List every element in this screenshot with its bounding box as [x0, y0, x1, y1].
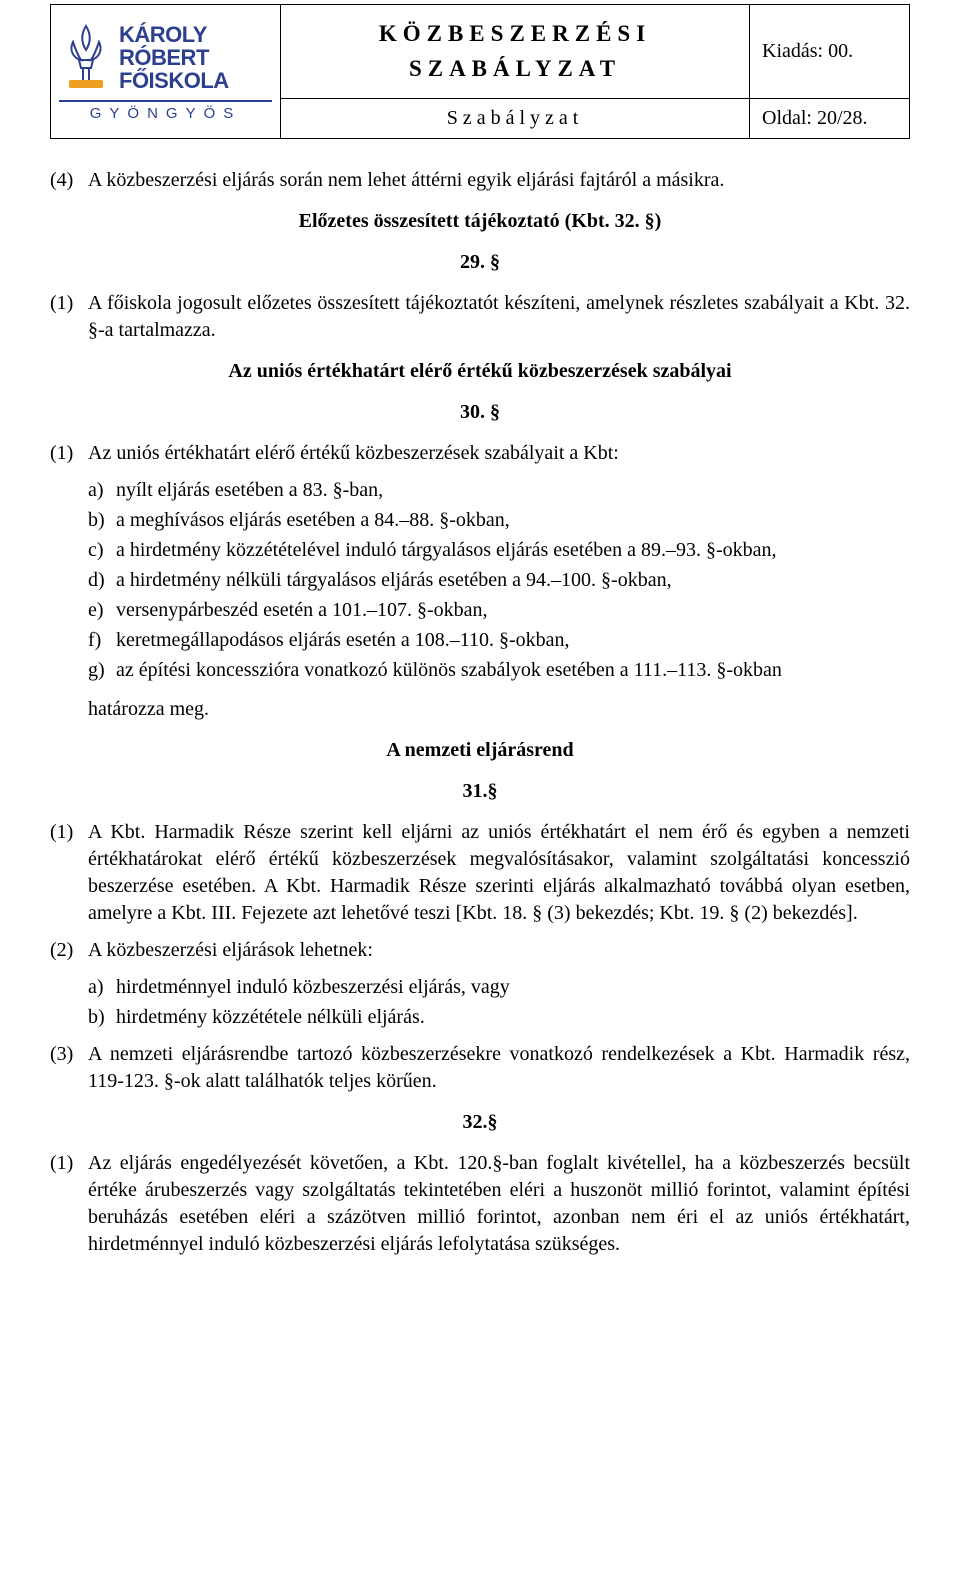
s30-item-e: e) versenypárbeszéd esetén a 101.–107. §… — [88, 597, 910, 624]
fleur-de-lis-icon — [59, 22, 113, 94]
section-30: 30. § — [50, 399, 910, 426]
s30-p1-num: (1) — [50, 440, 88, 467]
s30-a-text: nyílt eljárás esetében a 83. §-ban, — [116, 477, 910, 504]
s31-p1-text: A Kbt. Harmadik Része szerint kell eljár… — [88, 819, 910, 927]
para-4-text: A közbeszerzési eljárás során nem lehet … — [88, 167, 910, 194]
s31-a-lbl: a) — [88, 974, 116, 1001]
s31-p1-num: (1) — [50, 819, 88, 846]
s30-e-text: versenypárbeszéd esetén a 101.–107. §-ok… — [116, 597, 910, 624]
s30-b-lbl: b) — [88, 507, 116, 534]
s31-para-2: (2) A közbeszerzési eljárások lehetnek: — [50, 937, 910, 964]
heading-nemzeti: A nemzeti eljárásrend — [50, 737, 910, 764]
s31-item-a: a) hirdetménnyel induló közbeszerzési el… — [88, 974, 910, 1001]
page-cell: Oldal: 20/28. — [750, 99, 910, 139]
s29-p1-text: A főiskola jogosult előzetes összesített… — [88, 290, 910, 344]
s32-para-1: (1) Az eljárás engedélyezését követően, … — [50, 1150, 910, 1258]
doc-title-cell: KÖZBESZERZÉSI SZABÁLYZAT — [281, 5, 750, 99]
document-header: KÁROLY RÓBERT FŐISKOLA GYÖNGYÖS KÖZBESZE… — [50, 4, 910, 139]
s30-g-text: az építési koncesszióra vonatkozó különö… — [116, 657, 910, 684]
s32-p1-num: (1) — [50, 1150, 88, 1177]
logo-cell: KÁROLY RÓBERT FŐISKOLA GYÖNGYÖS — [51, 5, 281, 139]
s30-e-lbl: e) — [88, 597, 116, 624]
s31-b-lbl: b) — [88, 1004, 116, 1031]
heading-elozetes: Előzetes összesített tájékoztató (Kbt. 3… — [50, 208, 910, 235]
logo-text: KÁROLY RÓBERT FŐISKOLA — [119, 23, 229, 92]
s30-c-text: a hirdetmény közzétételével induló tárgy… — [116, 537, 910, 564]
s30-item-a: a) nyílt eljárás esetében a 83. §-ban, — [88, 477, 910, 504]
s29-p1-num: (1) — [50, 290, 88, 317]
doc-title-2: SZABÁLYZAT — [409, 56, 621, 81]
section-29: 29. § — [50, 249, 910, 276]
logo-line-1: KÁROLY — [119, 23, 207, 46]
s31-p2-num: (2) — [50, 937, 88, 964]
s31-a-text: hirdetménnyel induló közbeszerzési eljár… — [116, 974, 910, 1001]
s31-p3-text: A nemzeti eljárásrendbe tartozó közbesze… — [88, 1041, 910, 1095]
s30-g-lbl: g) — [88, 657, 116, 684]
logo-subtitle: GYÖNGYÖS — [59, 100, 272, 122]
document-body: (4) A közbeszerzési eljárás során nem le… — [50, 167, 910, 1258]
s31-b-text: hirdetmény közzététele nélküli eljárás. — [116, 1004, 910, 1031]
s31-para-1: (1) A Kbt. Harmadik Része szerint kell e… — [50, 819, 910, 927]
s30-item-d: d) a hirdetmény nélküli tárgyalásos eljá… — [88, 567, 910, 594]
s30-c-lbl: c) — [88, 537, 116, 564]
section-32: 32.§ — [50, 1109, 910, 1136]
s31-item-b: b) hirdetmény közzététele nélküli eljárá… — [88, 1004, 910, 1031]
s30-p1-text: Az uniós értékhatárt elérő értékű közbes… — [88, 440, 910, 467]
s30-item-b: b) a meghívásos eljárás esetében a 84.–8… — [88, 507, 910, 534]
para-4: (4) A közbeszerzési eljárás során nem le… — [50, 167, 910, 194]
s30-f-lbl: f) — [88, 627, 116, 654]
s30-f-text: keretmegállapodásos eljárás esetén a 108… — [116, 627, 910, 654]
para-4-num: (4) — [50, 167, 88, 194]
section-31: 31.§ — [50, 778, 910, 805]
s32-p1-text: Az eljárás engedélyezését követően, a Kb… — [88, 1150, 910, 1258]
logo-line-2: RÓBERT — [119, 46, 209, 69]
s31-p2-text: A közbeszerzési eljárások lehetnek: — [88, 937, 910, 964]
doc-subtitle-cell: Szabályzat — [281, 99, 750, 139]
s30-item-g: g) az építési koncesszióra vonatkozó kül… — [88, 657, 910, 684]
s30-item-f: f) keretmegállapodásos eljárás esetén a … — [88, 627, 910, 654]
s30-tail: határozza meg. — [88, 696, 910, 723]
s31-para-3: (3) A nemzeti eljárásrendbe tartozó közb… — [50, 1041, 910, 1095]
s30-d-text: a hirdetmény nélküli tárgyalásos eljárás… — [116, 567, 910, 594]
s30-a-lbl: a) — [88, 477, 116, 504]
s29-para-1: (1) A főiskola jogosult előzetes összesí… — [50, 290, 910, 344]
logo-line-3: FŐISKOLA — [119, 69, 229, 92]
s31-list: a) hirdetménnyel induló közbeszerzési el… — [88, 974, 910, 1031]
heading-unios: Az uniós értékhatárt elérő értékű közbes… — [50, 358, 910, 385]
doc-title-1: KÖZBESZERZÉSI — [379, 21, 651, 46]
s31-p3-num: (3) — [50, 1041, 88, 1068]
s30-para-1: (1) Az uniós értékhatárt elérő értékű kö… — [50, 440, 910, 467]
s30-list: a) nyílt eljárás esetében a 83. §-ban, b… — [88, 477, 910, 684]
document-page: KÁROLY RÓBERT FŐISKOLA GYÖNGYÖS KÖZBESZE… — [0, 0, 960, 1308]
s30-d-lbl: d) — [88, 567, 116, 594]
s30-b-text: a meghívásos eljárás esetében a 84.–88. … — [116, 507, 910, 534]
s30-item-c: c) a hirdetmény közzétételével induló tá… — [88, 537, 910, 564]
issue-cell: Kiadás: 00. — [750, 5, 910, 99]
logo: KÁROLY RÓBERT FŐISKOLA — [59, 22, 272, 94]
